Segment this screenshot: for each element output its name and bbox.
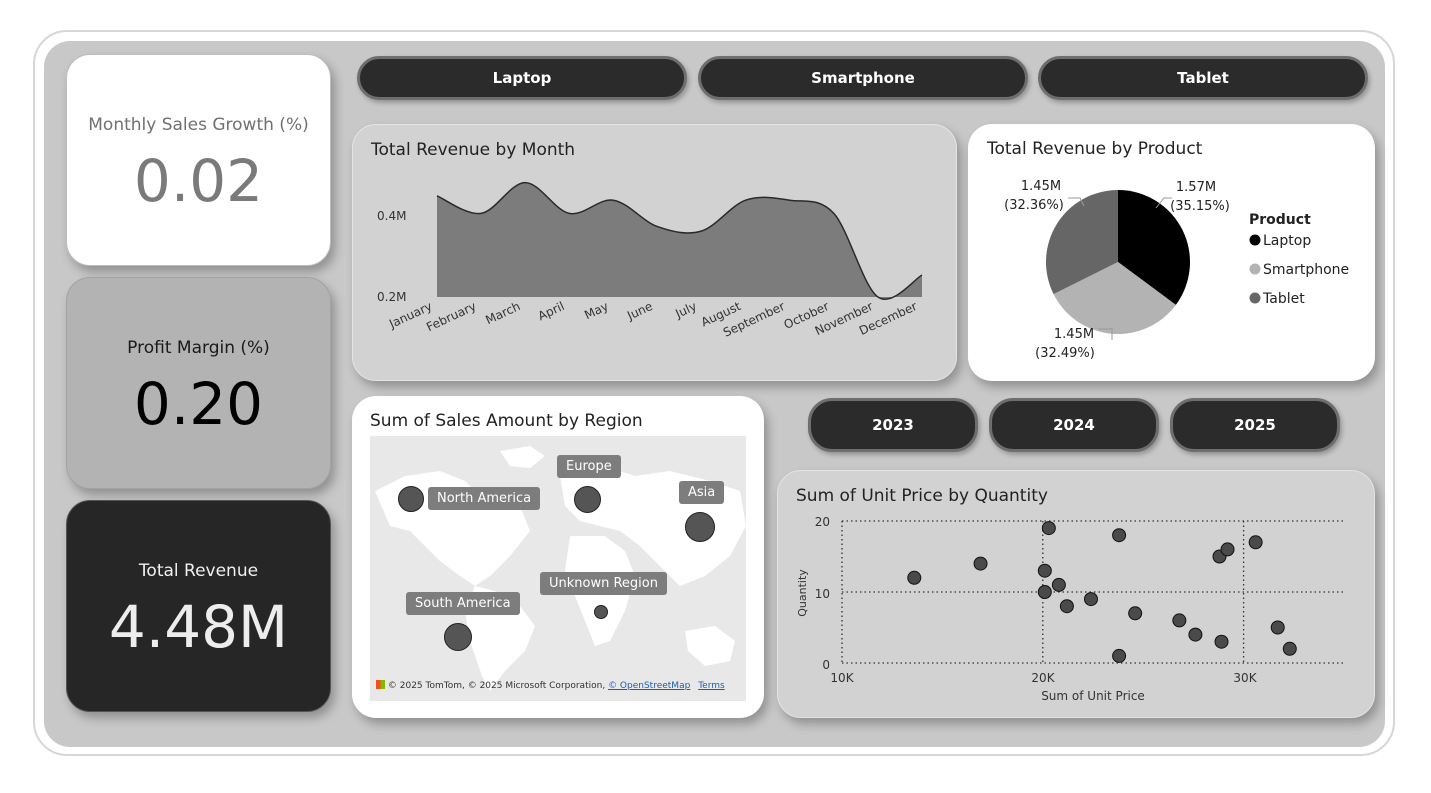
unit-price-scatter-card: Sum of Unit Price by Quantity 20 10 0 10… [777, 470, 1375, 718]
scatter-point[interactable] [1112, 528, 1127, 543]
unit-price-scatter-chart[interactable]: 20 10 0 10K 20K 30K Sum of Unit Price Qu… [778, 471, 1376, 719]
scatter-point[interactable] [907, 570, 922, 585]
kpi-margin-title: Profit Margin (%) [127, 338, 270, 358]
month-tick-label: May [582, 299, 610, 322]
pie-label-tablet-value: 1.45M [1021, 179, 1061, 194]
month-tick-label: April [536, 299, 567, 323]
pie-slice-smartphone[interactable] [1053, 262, 1176, 334]
sales-by-region-card: Sum of Sales Amount by Region North Amer… [352, 396, 764, 718]
kpi-growth-title: Monthly Sales Growth (%) [88, 115, 309, 135]
map-attribution: © 2025 TomTom, © 2025 Microsoft Corporat… [376, 680, 725, 691]
terms-link[interactable]: Terms [698, 681, 725, 691]
y-tick-label: 0.2M [377, 290, 406, 304]
legend-marker-laptop [1249, 234, 1261, 246]
scatter-point[interactable] [1037, 585, 1052, 599]
revenue-by-product-card: Total Revenue by Product 1.57M (35.15%) … [968, 124, 1375, 381]
slicer-2024-button[interactable]: 2024 [989, 398, 1159, 452]
scatter-point[interactable] [1059, 599, 1074, 614]
region-bubble-north-america[interactable] [398, 486, 424, 512]
scatter-point[interactable] [1248, 535, 1263, 550]
slicer-2023-button[interactable]: 2023 [808, 398, 978, 452]
revenue-area [437, 182, 922, 300]
month-tick-label: July [672, 299, 698, 321]
region-label-europe: Europe [557, 455, 621, 478]
microsoft-logo-icon [376, 680, 385, 689]
region-bubble-unknown[interactable] [594, 605, 608, 619]
revenue-by-product-chart[interactable]: 1.57M (35.15%) 1.45M (32.36%) 1.45M (32.… [968, 124, 1375, 381]
pie-slice-laptop[interactable] [1118, 190, 1190, 305]
scatter-point[interactable] [1112, 648, 1127, 663]
kpi-margin-value: 0.20 [133, 370, 264, 438]
region-bubble-asia[interactable] [685, 512, 715, 542]
revenue-by-month-title: Total Revenue by Month [371, 140, 576, 160]
scatter-point[interactable] [1172, 613, 1187, 628]
region-label-south-america: South America [406, 592, 520, 615]
revenue-by-month-card: Total Revenue by Month 0.4M 0.2M January… [352, 124, 957, 381]
leader-line [1098, 328, 1113, 340]
x-tick-label: 10K [830, 671, 854, 685]
leader-line [1068, 197, 1085, 207]
pie-label-tablet-pct: (32.36%) [1004, 198, 1064, 213]
legend-item-laptop[interactable]: Laptop [1263, 233, 1311, 249]
scatter-point[interactable] [1037, 563, 1052, 578]
legend-marker-tablet [1249, 292, 1261, 304]
scatter-point[interactable] [1214, 634, 1229, 649]
pie-label-laptop-pct: (35.15%) [1170, 199, 1230, 214]
y-tick-label: 20 [815, 515, 830, 529]
osm-link[interactable]: © OpenStreetMap [608, 681, 691, 691]
legend-title: Product [1249, 212, 1311, 228]
scatter-point[interactable] [1220, 542, 1235, 557]
slicer-tablet-button[interactable]: Tablet [1038, 56, 1368, 100]
kpi-card-growth: Monthly Sales Growth (%) 0.02 [66, 54, 331, 266]
pie-label-smartphone-value: 1.45M [1054, 327, 1094, 342]
x-axis-title: Sum of Unit Price [1041, 689, 1145, 703]
y-tick-label: 10 [815, 587, 830, 601]
scatter-point[interactable] [1041, 521, 1056, 536]
kpi-card-revenue: Total Revenue 4.48M [66, 500, 331, 712]
pie-label-smartphone-pct: (32.49%) [1035, 346, 1095, 361]
region-label-unknown: Unknown Region [540, 572, 667, 595]
scatter-point[interactable] [1270, 620, 1285, 635]
kpi-revenue-value: 4.48M [108, 593, 289, 661]
x-tick-label: 20K [1031, 671, 1055, 685]
revenue-by-product-title: Total Revenue by Product [987, 139, 1203, 159]
region-label-asia: Asia [679, 481, 725, 504]
map-canvas[interactable]: North America Europe Asia Unknown Region… [370, 436, 746, 701]
y-axis-title: Quantity [796, 569, 809, 617]
slicer-laptop-button[interactable]: Laptop [357, 56, 687, 100]
y-tick-label: 0.4M [377, 209, 406, 223]
legend-marker-smartphone [1249, 263, 1261, 275]
attribution-text: © 2025 TomTom, © 2025 Microsoft Corporat… [387, 681, 606, 691]
scatter-point[interactable] [973, 556, 988, 571]
region-bubble-south-america[interactable] [444, 623, 472, 651]
scatter-point[interactable] [1128, 606, 1143, 621]
kpi-card-margin: Profit Margin (%) 0.20 [66, 277, 331, 489]
unit-price-scatter-title: Sum of Unit Price by Quantity [796, 486, 1048, 506]
scatter-point[interactable] [1051, 577, 1066, 592]
kpi-growth-value: 0.02 [133, 147, 264, 215]
scatter-point[interactable] [1188, 627, 1203, 642]
month-tick-label: February [424, 299, 478, 334]
slicer-smartphone-button[interactable]: Smartphone [698, 56, 1028, 100]
month-tick-label: June [624, 299, 655, 323]
slicer-2025-button[interactable]: 2025 [1170, 398, 1340, 452]
leader-line [1155, 197, 1172, 209]
kpi-revenue-title: Total Revenue [138, 561, 259, 581]
scatter-point[interactable] [1282, 641, 1297, 656]
legend-item-tablet[interactable]: Tablet [1262, 291, 1305, 307]
legend-item-smartphone[interactable]: Smartphone [1263, 262, 1349, 278]
revenue-line [436, 181, 923, 300]
y-tick-label: 0 [822, 658, 830, 672]
region-bubble-europe[interactable] [574, 486, 601, 513]
pie-label-laptop-value: 1.57M [1176, 180, 1216, 195]
region-label-north-america: North America [428, 487, 541, 510]
month-tick-label: March [483, 299, 522, 327]
pie-slice-tablet[interactable] [1046, 190, 1118, 295]
x-tick-label: 30K [1233, 671, 1257, 685]
scatter-point[interactable] [1083, 592, 1098, 607]
sales-by-region-title: Sum of Sales Amount by Region [370, 411, 643, 431]
